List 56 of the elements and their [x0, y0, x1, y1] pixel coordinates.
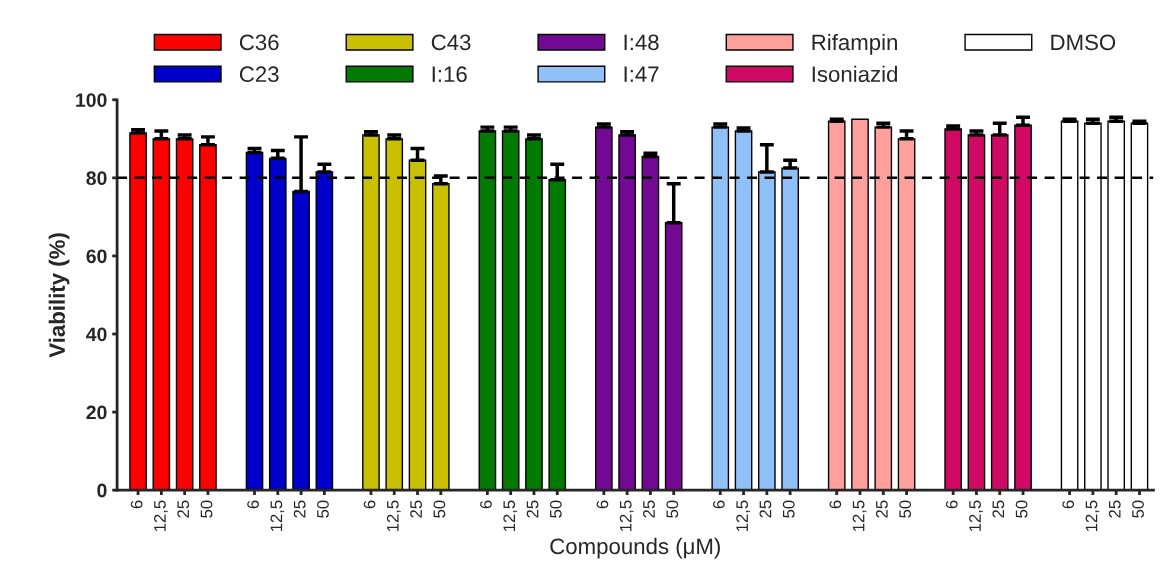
- x-tick-label: 12,5: [852, 500, 867, 532]
- x-tick-label: 6: [712, 500, 725, 509]
- legend-label: C36: [239, 34, 279, 51]
- x-tick-label: 25: [643, 500, 655, 518]
- x-tick-label: 6: [596, 500, 609, 509]
- x-tick-label: 6: [945, 500, 958, 509]
- x-tick-label: 6: [480, 500, 492, 509]
- x-tick-label: 6: [829, 500, 842, 509]
- x-tick-label: 12,5: [736, 500, 750, 532]
- x-tick-label: 50: [549, 500, 562, 518]
- x-tick-label: 50: [200, 500, 213, 518]
- bar: [431, 183, 450, 491]
- y-tick-label: 80: [86, 171, 107, 186]
- legend-label: Rifampin: [812, 33, 897, 55]
- x-tick-label: 25: [410, 500, 422, 518]
- x-tick-label: 25: [875, 500, 888, 518]
- y-tick-label: 100: [76, 93, 107, 108]
- legend-label: I:47: [624, 66, 659, 82]
- x-tick-label: 12,5: [503, 500, 518, 532]
- x-tick-label: 12,5: [386, 500, 401, 532]
- x-tick-label: 25: [293, 500, 306, 518]
- x-tick-label: 50: [1015, 500, 1028, 518]
- x-tick-label: 25: [526, 500, 539, 518]
- x-tick-label: 25: [1108, 500, 1121, 518]
- x-tick-label: 6: [130, 500, 143, 509]
- bar: [292, 190, 310, 491]
- x-tick-label: 25: [759, 500, 772, 518]
- legend-label: DMSO: [1051, 34, 1116, 51]
- y-tick-label: 20: [86, 405, 107, 420]
- x-tick-label: 6: [1062, 500, 1075, 509]
- legend-label: C23: [239, 66, 279, 83]
- x-tick-label: 50: [433, 500, 446, 518]
- legend-label: C43: [431, 34, 471, 51]
- x-tick-label: 50: [899, 500, 912, 518]
- y-axis-title: Viability (%): [48, 233, 70, 358]
- y-tick-label: 40: [86, 327, 107, 342]
- x-tick-label: 6: [247, 500, 259, 509]
- legend-label: Isoniazid: [812, 65, 897, 83]
- x-tick-label: 50: [317, 500, 329, 518]
- x-tick-label: 12,5: [154, 500, 168, 532]
- legend-label: I:16: [432, 66, 467, 83]
- x-tick-label: 25: [177, 500, 190, 518]
- legend-label: I:48: [624, 34, 659, 51]
- x-tick-label: 50: [666, 500, 679, 518]
- y-tick-label: 60: [86, 249, 107, 264]
- x-tick-label: 12,5: [270, 500, 285, 532]
- x-tick-label: 12,5: [1085, 500, 1100, 532]
- x-tick-label: 12,5: [619, 500, 634, 532]
- x-tick-label: 50: [782, 500, 795, 518]
- x-axis-title: Compounds (μM): [550, 537, 720, 559]
- x-tick-label: 50: [1132, 500, 1144, 518]
- x-tick-label: 25: [992, 500, 1005, 518]
- x-tick-label: 6: [363, 500, 376, 509]
- x-tick-label: 12,5: [969, 500, 983, 532]
- bar: [664, 222, 683, 491]
- y-tick-label: 0: [97, 483, 107, 498]
